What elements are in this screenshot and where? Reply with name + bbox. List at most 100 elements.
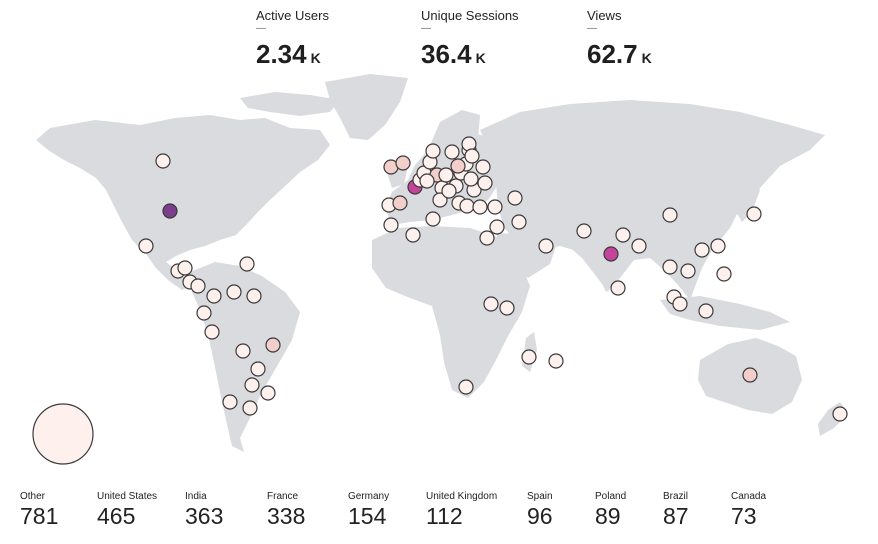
africa bbox=[372, 226, 530, 398]
country-india[interactable]: India 363 bbox=[185, 491, 223, 530]
location-marker[interactable] bbox=[177, 260, 193, 276]
location-marker[interactable] bbox=[155, 153, 171, 169]
location-marker[interactable] bbox=[576, 223, 592, 239]
location-marker[interactable] bbox=[162, 203, 178, 219]
location-marker[interactable] bbox=[250, 361, 266, 377]
metric-unique-sessions: Unique Sessions — 36.4 K bbox=[421, 8, 519, 70]
location-marker[interactable] bbox=[425, 143, 441, 159]
location-marker[interactable] bbox=[222, 394, 238, 410]
metric-label: Views bbox=[587, 8, 622, 23]
country-name: France bbox=[267, 491, 299, 502]
metric-dash: — bbox=[256, 23, 266, 34]
country-united-states[interactable]: United States 465 bbox=[97, 491, 157, 530]
location-marker[interactable] bbox=[615, 227, 631, 243]
location-marker[interactable] bbox=[603, 246, 619, 262]
location-marker[interactable] bbox=[694, 242, 710, 258]
location-marker[interactable] bbox=[489, 219, 505, 235]
country-france[interactable]: France 338 bbox=[267, 491, 305, 530]
metric-views: Views — 62.7 K bbox=[587, 8, 652, 70]
location-marker[interactable] bbox=[190, 278, 206, 294]
location-marker[interactable] bbox=[239, 256, 255, 272]
location-marker[interactable] bbox=[472, 199, 488, 215]
location-marker[interactable] bbox=[206, 288, 222, 304]
location-marker[interactable] bbox=[610, 280, 626, 296]
country-count: 89 bbox=[595, 503, 621, 529]
location-marker[interactable] bbox=[432, 192, 448, 208]
country-count: 112 bbox=[426, 503, 463, 529]
location-marker[interactable] bbox=[246, 288, 262, 304]
location-marker[interactable] bbox=[226, 284, 242, 300]
location-marker[interactable] bbox=[235, 343, 251, 359]
asia bbox=[480, 100, 825, 300]
location-marker[interactable] bbox=[631, 238, 647, 254]
location-marker[interactable] bbox=[662, 207, 678, 223]
location-marker[interactable] bbox=[483, 296, 499, 312]
location-marker[interactable] bbox=[196, 305, 212, 321]
location-marker[interactable] bbox=[441, 183, 457, 199]
location-marker[interactable] bbox=[742, 367, 758, 383]
location-marker[interactable] bbox=[260, 385, 276, 401]
arctic-islands bbox=[240, 92, 340, 116]
southeast-asia-islands bbox=[660, 296, 790, 330]
location-marker[interactable] bbox=[499, 300, 515, 316]
country-name: Other bbox=[20, 491, 46, 502]
country-brazil[interactable]: Brazil 87 bbox=[663, 491, 689, 530]
metric-unit: K bbox=[310, 50, 321, 66]
marker-layer bbox=[138, 136, 848, 422]
location-marker[interactable] bbox=[538, 238, 554, 254]
location-marker[interactable] bbox=[479, 230, 495, 246]
location-marker[interactable] bbox=[548, 353, 564, 369]
metric-active-users: Active Users — 2.34 K bbox=[256, 8, 329, 70]
country-name: Spain bbox=[527, 491, 553, 502]
location-marker[interactable] bbox=[463, 171, 479, 187]
country-germany[interactable]: Germany 154 bbox=[348, 491, 389, 530]
location-marker[interactable] bbox=[672, 296, 688, 312]
country-spain[interactable]: Spain 96 bbox=[527, 491, 553, 530]
metric-value: 36.4 K bbox=[421, 39, 519, 70]
location-marker[interactable] bbox=[662, 259, 678, 275]
country-poland[interactable]: Poland 89 bbox=[595, 491, 626, 530]
metric-number: 36.4 bbox=[421, 39, 472, 69]
location-marker[interactable] bbox=[521, 349, 537, 365]
location-marker[interactable] bbox=[746, 206, 762, 222]
location-marker[interactable] bbox=[204, 324, 220, 340]
location-marker[interactable] bbox=[244, 377, 260, 393]
location-marker[interactable] bbox=[832, 406, 848, 422]
location-marker[interactable] bbox=[680, 263, 696, 279]
location-marker[interactable] bbox=[458, 379, 474, 395]
location-marker[interactable] bbox=[405, 227, 421, 243]
location-marker[interactable] bbox=[511, 214, 527, 230]
location-marker[interactable] bbox=[438, 167, 454, 183]
location-marker[interactable] bbox=[477, 175, 493, 191]
country-count: 465 bbox=[97, 503, 136, 529]
country-count: 73 bbox=[731, 503, 757, 529]
location-marker[interactable] bbox=[487, 199, 503, 215]
location-marker[interactable] bbox=[425, 211, 441, 227]
location-marker[interactable] bbox=[419, 173, 435, 189]
country-count: 363 bbox=[185, 503, 224, 529]
location-marker[interactable] bbox=[138, 238, 154, 254]
metric-label: Unique Sessions bbox=[421, 8, 519, 23]
location-marker[interactable] bbox=[475, 159, 491, 175]
location-marker[interactable] bbox=[383, 217, 399, 233]
location-marker[interactable] bbox=[507, 190, 523, 206]
country-canada[interactable]: Canada 73 bbox=[731, 491, 766, 530]
metric-number: 2.34 bbox=[256, 39, 307, 69]
location-marker[interactable] bbox=[459, 198, 475, 214]
location-marker[interactable] bbox=[265, 337, 281, 353]
location-marker[interactable] bbox=[392, 195, 408, 211]
world-map[interactable] bbox=[0, 0, 878, 480]
location-marker[interactable] bbox=[716, 266, 732, 282]
location-marker[interactable] bbox=[242, 400, 258, 416]
country-united-kingdom[interactable]: United Kingdom 112 bbox=[426, 491, 497, 530]
metric-dash: — bbox=[421, 23, 431, 34]
location-marker[interactable] bbox=[450, 158, 466, 174]
location-marker[interactable] bbox=[395, 155, 411, 171]
country-count: 87 bbox=[663, 503, 689, 529]
location-marker[interactable] bbox=[698, 303, 714, 319]
metric-value: 2.34 K bbox=[256, 39, 329, 70]
location-marker[interactable] bbox=[710, 238, 726, 254]
location-marker[interactable] bbox=[464, 148, 480, 164]
country-other[interactable]: Other 781 bbox=[20, 491, 58, 530]
location-marker[interactable] bbox=[444, 144, 460, 160]
